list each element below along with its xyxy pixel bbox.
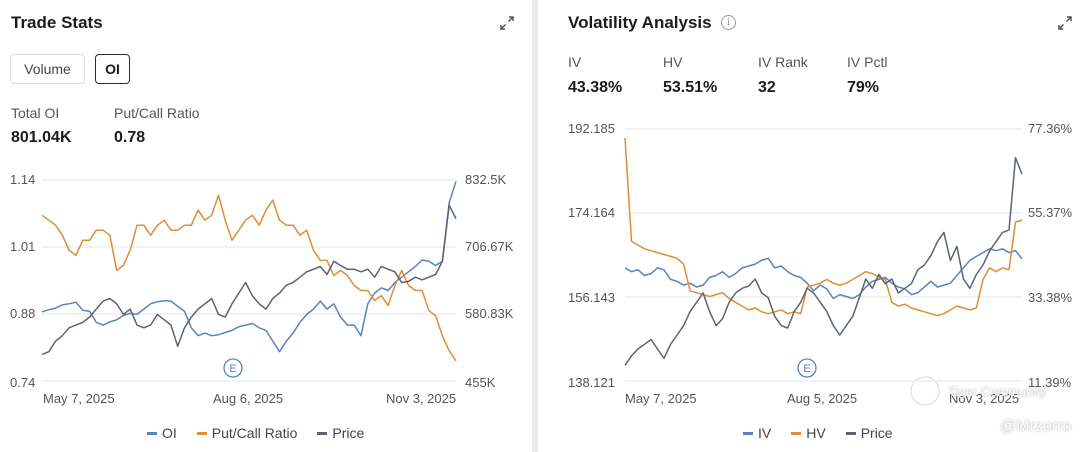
- iv-pctl-label: IV Pctl: [847, 54, 888, 70]
- put-call-ratio-label: Put/Call Ratio: [114, 105, 200, 121]
- x-axis-tick: Nov 3, 2025: [386, 391, 457, 406]
- left-axis-tick: 1.14: [10, 172, 36, 187]
- legend-item-price[interactable]: Price: [845, 425, 893, 441]
- x-axis-tick: May 7, 2025: [625, 391, 697, 406]
- iv-value: 43.38%: [568, 79, 623, 96]
- tiger-logo-icon: [909, 375, 941, 407]
- trade-stats-title: Trade Stats: [11, 13, 103, 32]
- iv-label: IV: [568, 54, 582, 70]
- legend-item-put-call-ratio[interactable]: Put/Call Ratio: [196, 425, 297, 441]
- iv-rank-value: 32: [758, 79, 776, 96]
- left-axis-tick: 138.121: [568, 375, 615, 390]
- watermark-text: Tiger Community: [948, 384, 1047, 399]
- x-axis-tick: Nov 3, 2025: [949, 391, 1020, 406]
- x-axis-tick: Aug 5, 2025: [787, 391, 858, 406]
- right-axis-tick: 832.5K: [465, 172, 507, 187]
- event-marker-label: E: [229, 363, 236, 375]
- right-axis-tick: 11.39%: [1028, 375, 1072, 390]
- trade-stats-legend: OI Put/Call Ratio Price: [147, 425, 364, 441]
- right-axis-tick: 33.38%: [1028, 290, 1073, 305]
- trade-stats-chart: E: [41, 179, 457, 382]
- left-axis-tick: 156.143: [568, 290, 615, 305]
- left-axis-tick: 1.01: [10, 239, 36, 254]
- left-axis-tick: 192.185: [568, 121, 615, 136]
- expand-icon[interactable]: [1056, 14, 1074, 32]
- volatility-analysis-panel: Volatility Analysis i IV 43.38% HV 53.51…: [538, 0, 1080, 452]
- right-axis-tick: 706.67K: [465, 239, 514, 254]
- series-line-price: [624, 157, 1023, 366]
- series-line-iv: [624, 248, 1023, 300]
- volume-button[interactable]: Volume: [10, 54, 85, 84]
- legend-item-price[interactable]: Price: [317, 425, 364, 441]
- expand-icon[interactable]: [498, 14, 516, 32]
- legend-item-hv[interactable]: HV: [791, 425, 826, 441]
- volatility-legend: IV HV Price: [743, 425, 893, 441]
- total-oi-label: Total OI: [11, 105, 60, 121]
- put-call-ratio-value: 0.78: [114, 129, 146, 146]
- left-axis-tick: 174.164: [568, 205, 615, 220]
- left-axis-tick: 0.74: [10, 375, 36, 390]
- right-axis-tick: 77.36%: [1028, 121, 1073, 136]
- hv-label: HV: [663, 54, 683, 70]
- total-oi-value: 801.04K: [11, 129, 72, 146]
- event-marker-label: E: [803, 363, 810, 375]
- series-line-hv: [624, 137, 1023, 317]
- trade-stats-panel: Trade Stats Volume OI Total OI 801.04K P…: [0, 0, 532, 452]
- iv-pctl-value: 79%: [847, 79, 880, 96]
- earnings-event-marker[interactable]: E: [797, 358, 817, 378]
- x-axis-tick: May 7, 2025: [43, 391, 115, 406]
- volatility-chart: E: [624, 128, 1023, 382]
- right-axis-tick: 55.37%: [1028, 205, 1073, 220]
- right-axis-tick: 580.83K: [465, 306, 514, 321]
- legend-item-iv[interactable]: IV: [743, 425, 771, 441]
- x-axis-tick: Aug 6, 2025: [213, 391, 284, 406]
- series-line-oi: [41, 181, 457, 353]
- watermark-handle: @Mrzorro: [1000, 418, 1072, 435]
- iv-rank-label: IV Rank: [758, 54, 808, 70]
- series-line-put-call-ratio: [41, 194, 457, 362]
- info-icon[interactable]: i: [721, 15, 736, 30]
- hv-value: 53.51%: [663, 79, 718, 96]
- right-axis-tick: 455K: [465, 375, 496, 390]
- oi-button[interactable]: OI: [95, 54, 130, 84]
- series-line-price: [41, 204, 457, 356]
- volatility-analysis-title: Volatility Analysis: [568, 13, 712, 32]
- left-axis-tick: 0.88: [10, 306, 36, 321]
- legend-item-oi[interactable]: OI: [147, 425, 177, 441]
- earnings-event-marker[interactable]: E: [223, 358, 243, 378]
